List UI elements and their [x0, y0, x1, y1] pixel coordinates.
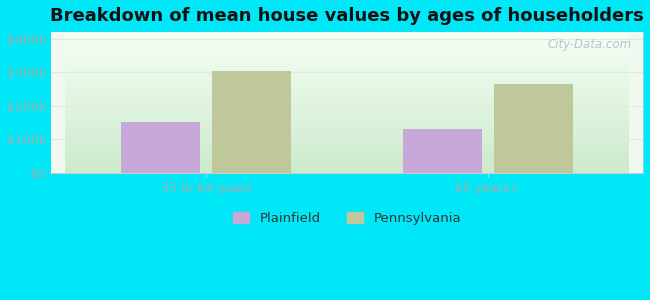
Bar [493, 84, 573, 172]
Legend: Plainfield, Pennsylvania: Plainfield, Pennsylvania [233, 212, 461, 225]
Bar [122, 122, 200, 172]
Bar [212, 70, 291, 172]
Title: Breakdown of mean house values by ages of householders: Breakdown of mean house values by ages o… [50, 7, 644, 25]
Bar [404, 129, 482, 172]
Text: City-Data.com: City-Data.com [547, 38, 631, 51]
